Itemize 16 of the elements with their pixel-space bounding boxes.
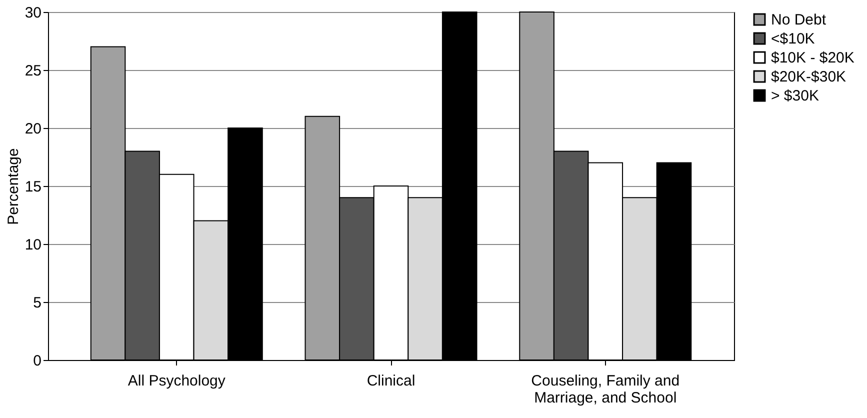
y-tick-label: 20	[24, 120, 42, 138]
legend-label: No Debt	[771, 12, 827, 28]
x-tick-label: Clinical	[366, 372, 416, 390]
legend-label: > $30K	[771, 88, 819, 104]
x-tick-label: All Psychology	[128, 372, 226, 390]
legend-label: <$10K	[771, 30, 815, 48]
x-tick-label: Couseling, Family and Marriage, and School	[531, 372, 680, 406]
y-tick-label: 30	[24, 4, 42, 22]
y-axis-title: Percentage	[4, 148, 22, 225]
y-tick-label: 25	[24, 62, 42, 80]
legend-label: $20K-$30K	[771, 68, 846, 86]
y-tick-label: 5	[33, 294, 42, 312]
legend-label: $10K - $20K	[771, 50, 854, 66]
y-tick-label: 0	[33, 352, 42, 370]
y-tick-label: 10	[24, 236, 42, 254]
y-tick-label: 15	[24, 178, 42, 196]
